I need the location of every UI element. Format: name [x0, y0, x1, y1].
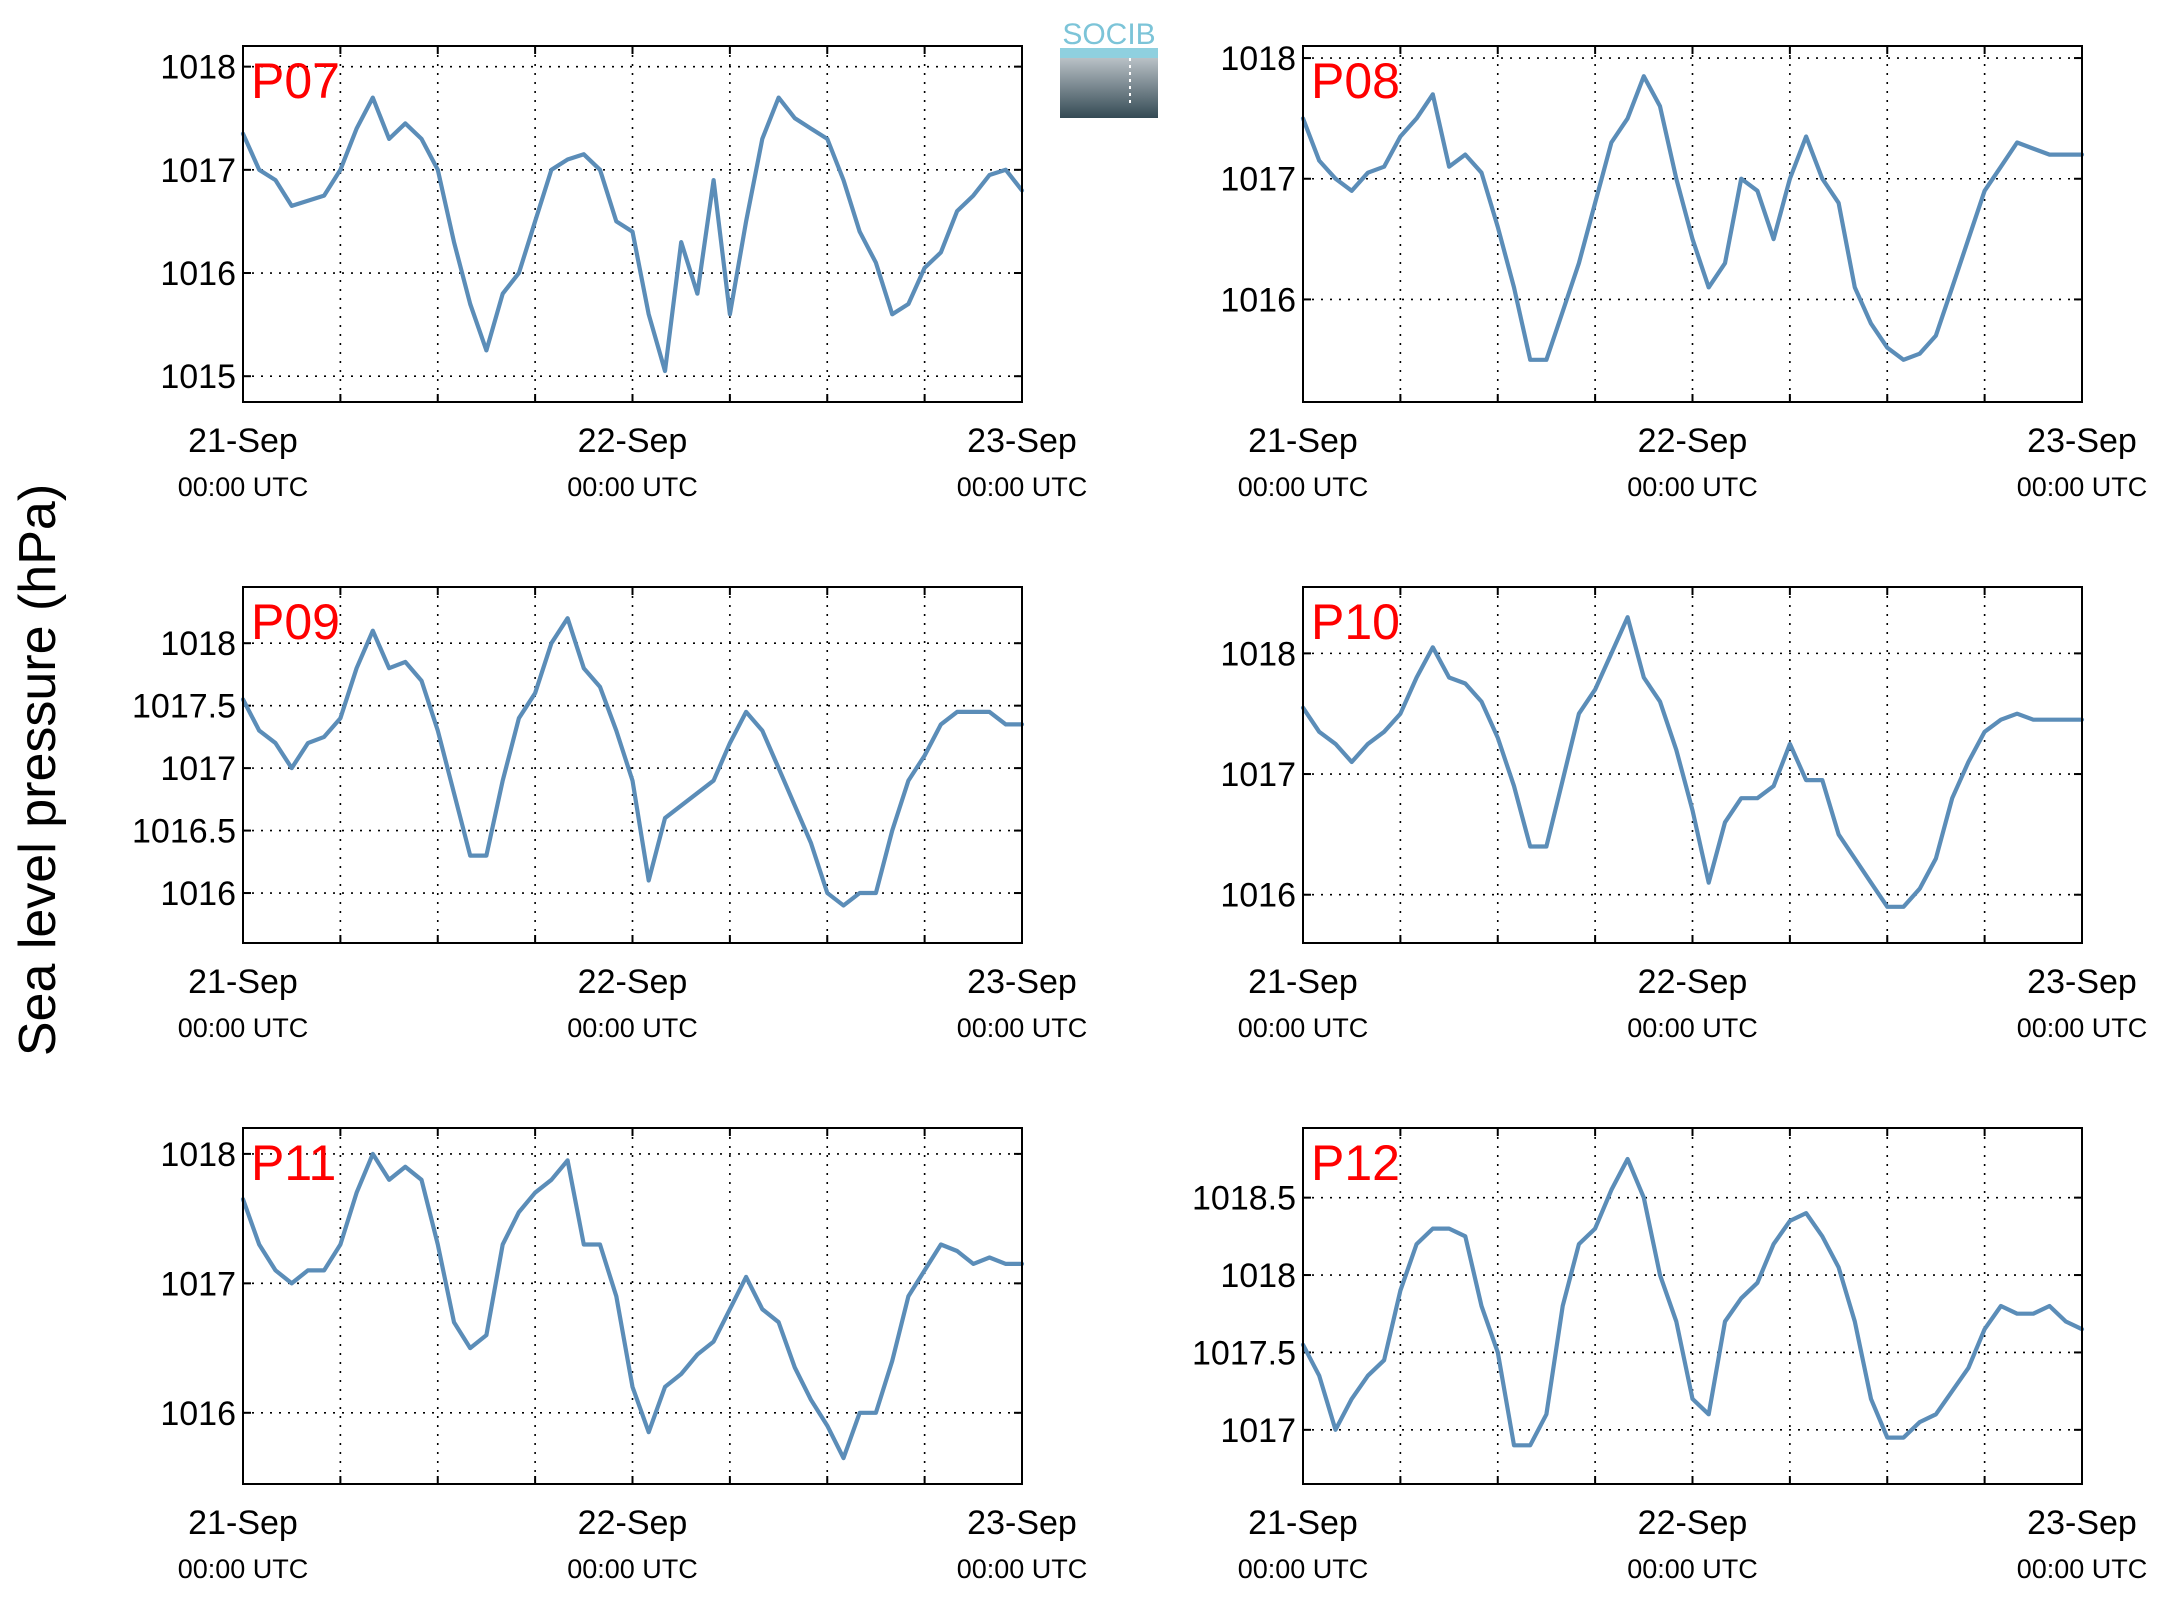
- panel-p12: 1017 1017.5 1018 1018.5 21-Sep 00:00 UTC 22-Se…: [1192, 1127, 2148, 1584]
- x-tick-label: 22-Sep: [578, 422, 688, 460]
- x-tick-sublabel: 00:00 UTC: [178, 1554, 309, 1584]
- logo-text: SOCIB: [1062, 18, 1155, 51]
- pressure-series-line: [1300, 615, 2085, 909]
- panel-label: P08: [1311, 53, 1400, 109]
- panel-label: P09: [251, 594, 340, 650]
- y-tick-label: 1016: [160, 1395, 236, 1433]
- panel-p07: 1015 1016 1017 1018 21-Sep 00:00 UTC 22-Sep 00:…: [160, 45, 1088, 502]
- x-tick-sublabel: 00:00 UTC: [1238, 1013, 1369, 1043]
- y-tick-label: 1017: [160, 750, 236, 788]
- x-tick-label: 23-Sep: [967, 1504, 1077, 1542]
- plot-frame: [242, 1127, 1023, 1485]
- y-tick-label: 1018: [1220, 1257, 1296, 1295]
- y-tick-label: 1016: [1220, 281, 1296, 319]
- x-tick-label: 21-Sep: [188, 422, 298, 460]
- x-tick-label: 23-Sep: [2027, 1504, 2137, 1542]
- y-tick-label: 1017.5: [132, 688, 236, 726]
- x-tick-sublabel: 00:00 UTC: [957, 472, 1088, 502]
- panel-label: P10: [1311, 594, 1400, 650]
- y-axis-label: Sea level pressure (hPa): [9, 484, 67, 1056]
- y-tick-label: 1016: [160, 255, 236, 293]
- x-tick-sublabel: 00:00 UTC: [957, 1554, 1088, 1584]
- pressure-series-line: [1300, 1156, 2085, 1448]
- y-tick-label: 1015: [160, 358, 236, 396]
- x-tick-sublabel: 00:00 UTC: [1627, 472, 1758, 502]
- x-tick-sublabel: 00:00 UTC: [1238, 472, 1369, 502]
- logo-gradient-block: [1060, 58, 1158, 118]
- x-tick-label: 22-Sep: [578, 1504, 688, 1542]
- panel-p08: 1016 1017 1018 21-Sep 00:00 UTC 22-Sep 00:00 U…: [1220, 40, 2147, 502]
- x-tick-label: 22-Sep: [1638, 1504, 1748, 1542]
- plot-frame: [1302, 45, 2083, 403]
- y-tick-label: 1017: [160, 1265, 236, 1303]
- plot-frame: [242, 586, 1023, 944]
- y-tick-label: 1018: [160, 49, 236, 87]
- pressure-series-line: [240, 1151, 1025, 1461]
- panel-p09: 1016 1016.5 1017 1017.5 1018 21-Sep 00:00 UTC 2…: [132, 586, 1088, 1043]
- y-tick-label: 1017: [1220, 1412, 1296, 1450]
- x-tick-sublabel: 00:00 UTC: [567, 472, 698, 502]
- y-tick-label: 1018: [160, 625, 236, 663]
- x-tick-sublabel: 00:00 UTC: [1627, 1013, 1758, 1043]
- panel-p11: 1016 1017 1018 21-Sep 00:00 UTC 22-Sep 00:00 U…: [160, 1127, 1088, 1584]
- y-tick-label: 1017: [160, 152, 236, 190]
- x-tick-sublabel: 00:00 UTC: [2017, 1013, 2148, 1043]
- y-tick-label: 1017: [1220, 756, 1296, 794]
- pressure-series-line: [240, 95, 1025, 374]
- x-tick-label: 23-Sep: [967, 963, 1077, 1001]
- x-tick-label: 21-Sep: [1248, 963, 1358, 1001]
- y-tick-label: 1016: [160, 875, 236, 913]
- x-tick-label: 22-Sep: [1638, 422, 1748, 460]
- x-tick-label: 21-Sep: [1248, 422, 1358, 460]
- plot-frame: [242, 45, 1023, 403]
- x-tick-sublabel: 00:00 UTC: [178, 472, 309, 502]
- x-tick-label: 23-Sep: [967, 422, 1077, 460]
- x-tick-label: 21-Sep: [188, 963, 298, 1001]
- plot-frame: [1302, 586, 2083, 944]
- socib-logo: SOCIB: [1060, 18, 1158, 118]
- y-tick-label: 1018: [1220, 40, 1296, 78]
- x-tick-sublabel: 00:00 UTC: [2017, 472, 2148, 502]
- y-tick-label: 1017.5: [1192, 1334, 1296, 1372]
- pressure-series-line: [1300, 74, 2085, 362]
- x-tick-label: 23-Sep: [2027, 963, 2137, 1001]
- x-tick-label: 22-Sep: [578, 963, 688, 1001]
- panel-label: P07: [251, 53, 340, 109]
- x-tick-label: 21-Sep: [188, 1504, 298, 1542]
- y-tick-label: 1018.5: [1192, 1180, 1296, 1218]
- y-tick-label: 1017: [1220, 161, 1296, 199]
- panel-label: P12: [1311, 1135, 1400, 1191]
- x-tick-sublabel: 00:00 UTC: [1627, 1554, 1758, 1584]
- x-tick-sublabel: 00:00 UTC: [567, 1554, 698, 1584]
- y-tick-label: 1018: [1220, 635, 1296, 673]
- x-tick-label: 21-Sep: [1248, 1504, 1358, 1542]
- y-tick-label: 1018: [160, 1136, 236, 1174]
- x-tick-label: 23-Sep: [2027, 422, 2137, 460]
- y-tick-label: 1016: [1220, 877, 1296, 915]
- x-tick-label: 22-Sep: [1638, 963, 1748, 1001]
- logo-water-band: [1060, 48, 1158, 58]
- panel-p10: 1016 1017 1018 21-Sep 00:00 UTC 22-Sep 00:00 U…: [1220, 586, 2148, 1043]
- x-tick-sublabel: 00:00 UTC: [567, 1013, 698, 1043]
- pressure-series-line: [240, 616, 1025, 908]
- x-tick-sublabel: 00:00 UTC: [1238, 1554, 1369, 1584]
- x-tick-sublabel: 00:00 UTC: [957, 1013, 1088, 1043]
- plot-frame: [1302, 1127, 2083, 1485]
- panel-label: P11: [251, 1135, 336, 1191]
- x-tick-sublabel: 00:00 UTC: [2017, 1554, 2148, 1584]
- y-tick-label: 1016.5: [132, 813, 236, 851]
- x-tick-sublabel: 00:00 UTC: [178, 1013, 309, 1043]
